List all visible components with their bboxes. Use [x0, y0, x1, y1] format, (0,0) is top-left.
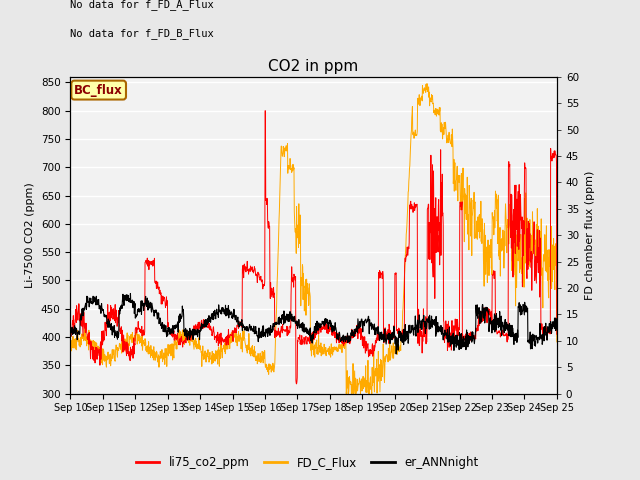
Y-axis label: FD chamber flux (ppm): FD chamber flux (ppm)	[584, 170, 595, 300]
Text: BC_flux: BC_flux	[74, 84, 123, 96]
Title: CO2 in ppm: CO2 in ppm	[268, 59, 359, 74]
Legend: li75_co2_ppm, FD_C_Flux, er_ANNnight: li75_co2_ppm, FD_C_Flux, er_ANNnight	[131, 452, 483, 474]
Text: No data for f_FD_A_Flux: No data for f_FD_A_Flux	[70, 0, 214, 10]
Text: No data for f_FD_B_Flux: No data for f_FD_B_Flux	[70, 28, 214, 38]
Y-axis label: Li-7500 CO2 (ppm): Li-7500 CO2 (ppm)	[26, 182, 35, 288]
